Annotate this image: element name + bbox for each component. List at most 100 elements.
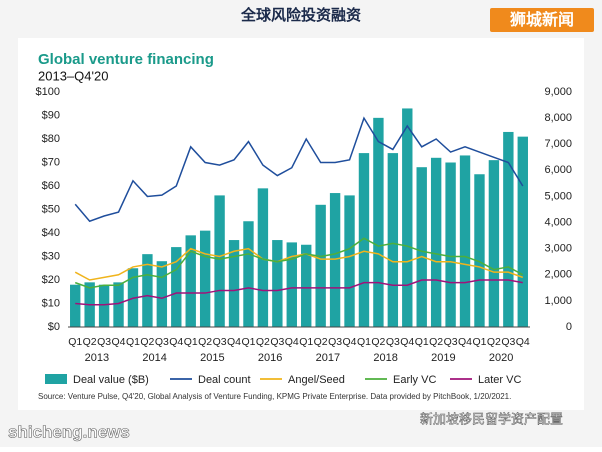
x-tick-label: Q2 [429, 336, 443, 348]
bar [517, 136, 528, 327]
y2-tick-label: 8,000 [544, 112, 572, 124]
y2-tick-label: 2,000 [544, 269, 572, 281]
y-tick-label: $80 [42, 133, 60, 145]
x-tick-label: Q1 [184, 336, 198, 348]
bar [402, 108, 413, 327]
year-label: 2018 [373, 352, 397, 364]
y-tick-label: $60 [42, 180, 60, 192]
y2-tick-label: 4,000 [544, 216, 572, 228]
y2-tick-label: 6,000 [544, 164, 572, 176]
bar [488, 160, 500, 327]
x-tick-label: Q2 [314, 336, 328, 348]
legend-label: Deal count [198, 374, 251, 386]
bar [373, 117, 384, 327]
bar [430, 157, 442, 327]
bar [315, 204, 326, 327]
x-tick-label: Q2 [140, 336, 154, 348]
chart-subtitle: 2013–Q4'20 [38, 68, 108, 83]
bar [272, 240, 283, 327]
x-tick-label: Q3 [97, 336, 111, 348]
bar [98, 284, 110, 327]
x-tick-label: Q4 [343, 336, 357, 348]
x-tick-label: Q2 [198, 336, 212, 348]
line [74, 116, 524, 223]
year-label: 2015 [200, 352, 224, 364]
y2-tick-label: 9,000 [544, 86, 572, 98]
bar [171, 247, 182, 327]
bar [358, 153, 370, 327]
bar [70, 284, 81, 327]
x-tick-label: Q3 [328, 336, 342, 348]
year-label: 2014 [142, 352, 166, 364]
bar [257, 188, 269, 327]
x-tick-label: Q2 [83, 336, 97, 348]
bar [445, 162, 456, 327]
legend-swatch [45, 374, 67, 384]
x-tick-label: Q4 [400, 336, 414, 348]
y-tick-label: $90 [42, 109, 60, 121]
y-tick-label: $70 [42, 156, 60, 168]
x-tick-label: Q4 [285, 336, 299, 348]
y2-tick-label: 3,000 [544, 243, 572, 255]
y-tick-label: $10 [42, 297, 60, 309]
x-tick-label: Q3 [155, 336, 169, 348]
x-tick-label: Q3 [270, 336, 284, 348]
y-tick-label: $20 [42, 274, 60, 286]
bar [214, 195, 225, 327]
y2-tick-label: 7,000 [544, 138, 572, 150]
bar [113, 282, 124, 327]
y-tick-label: $0 [48, 321, 60, 333]
bar [286, 242, 297, 327]
legend-label: Later VC [478, 374, 521, 386]
year-label: 2017 [316, 352, 340, 364]
y-tick-label: $50 [42, 203, 60, 215]
y2-tick-label: 0 [566, 321, 572, 333]
bar [387, 153, 399, 327]
line [75, 279, 523, 306]
x-tick-label: Q4 [112, 336, 126, 348]
x-tick-label: Q1 [299, 336, 313, 348]
bar [416, 167, 427, 327]
x-tick-label: Q3 [386, 336, 400, 348]
bar [344, 195, 355, 327]
site-watermark: shicheng.news [8, 422, 130, 441]
x-tick-label: Q4 [227, 336, 241, 348]
bar [228, 240, 240, 327]
source: Source: Venture Pulse, Q4'20, Global Ana… [38, 392, 511, 401]
year-label: 2016 [258, 352, 282, 364]
bar [156, 261, 168, 327]
bar [329, 193, 341, 327]
x-tick-label: Q3 [444, 336, 458, 348]
bar [199, 230, 211, 327]
bar [243, 221, 254, 327]
badge: 狮城新闻 [509, 10, 574, 29]
chart-title: Global venture financing [38, 51, 214, 68]
x-tick-label: Q1 [241, 336, 255, 348]
page-title: 全球风险投资融资 [240, 6, 361, 24]
year-label: 2020 [489, 352, 513, 364]
bar [142, 254, 153, 327]
x-tick-label: Q2 [371, 336, 385, 348]
bar [503, 131, 514, 327]
bar [459, 155, 471, 327]
x-tick-label: Q1 [472, 336, 486, 348]
x-tick-label: Q1 [126, 336, 140, 348]
legend-label: Deal value ($B) [73, 374, 149, 386]
x-tick-label: Q1 [68, 336, 82, 348]
x-tick-label: Q2 [487, 336, 501, 348]
legend-label: Early VC [393, 374, 436, 386]
y-tick-label: $40 [42, 227, 60, 239]
x-tick-label: Q1 [415, 336, 429, 348]
y2-tick-label: 1,000 [544, 295, 572, 307]
x-tick-label: Q2 [256, 336, 270, 348]
x-tick-label: Q3 [213, 336, 227, 348]
bar [301, 244, 312, 327]
caption-watermark: 新加坡移民留学资产配置 [420, 411, 563, 426]
year-label: 2013 [85, 352, 109, 364]
bar [185, 235, 196, 327]
legend-label: Angel/Seed [288, 374, 345, 386]
x-tick-label: Q3 [501, 336, 515, 348]
y-tick-label: $100 [36, 86, 60, 98]
x-tick-label: Q4 [516, 336, 530, 348]
